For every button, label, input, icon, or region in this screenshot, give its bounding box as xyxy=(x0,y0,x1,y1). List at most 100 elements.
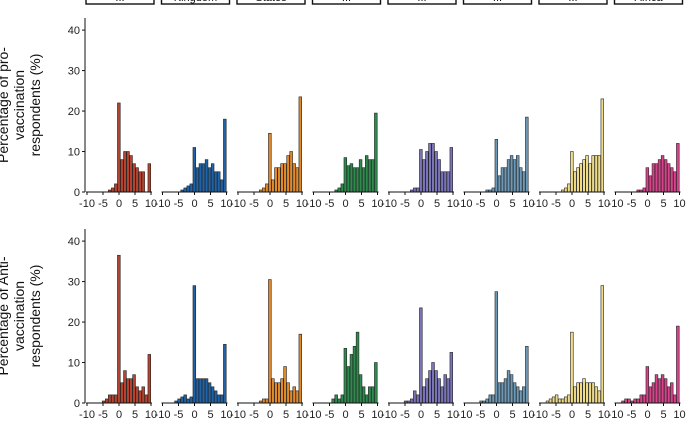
x-tick-label: 10 xyxy=(673,198,685,210)
histogram-bar xyxy=(262,187,266,193)
histogram-bar xyxy=(648,386,653,404)
histogram-bar xyxy=(660,374,665,404)
histogram-bar xyxy=(346,165,351,193)
histogram-bar xyxy=(138,171,142,193)
histogram-bar xyxy=(183,394,187,404)
x-tick-label: 10 xyxy=(296,198,308,210)
facet-panel: -10 -5 0 5 10 xyxy=(532,98,610,210)
histogram-bar xyxy=(204,378,209,404)
histogram-bar xyxy=(660,155,665,193)
histogram-bar xyxy=(500,382,505,404)
x-tick-label: 0 xyxy=(493,198,499,210)
histogram-bar xyxy=(111,187,115,193)
histogram-bar xyxy=(132,374,136,404)
histogram-bar xyxy=(295,167,299,193)
x-tick-label: -5 xyxy=(627,409,637,421)
histogram-bar xyxy=(591,382,595,404)
histogram-bar xyxy=(186,185,190,193)
facet-strip: ... xyxy=(538,0,608,5)
histogram-bar xyxy=(265,183,269,193)
facet-strip: ... xyxy=(387,0,457,5)
facet-panel: -10 -5 0 5 10 xyxy=(79,254,157,421)
histogram-bar xyxy=(570,331,574,404)
facet-strip-label: Africa xyxy=(634,0,663,4)
histogram-bar xyxy=(120,382,124,404)
histogram-bar xyxy=(198,378,203,404)
histogram-bar xyxy=(114,394,118,404)
x-tick-label: 10 xyxy=(522,409,534,421)
histogram-bar xyxy=(585,382,589,404)
histogram-bar xyxy=(371,386,375,404)
histogram-bar xyxy=(548,398,553,404)
histogram-bar xyxy=(283,163,287,193)
histogram-bar xyxy=(365,394,369,404)
x-tick-label: -10 xyxy=(306,409,322,421)
histogram-bar xyxy=(358,159,363,193)
histogram-bar xyxy=(214,390,218,404)
histogram-bar xyxy=(286,155,290,193)
x-tick-label: 0 xyxy=(191,198,197,210)
histogram-bar xyxy=(280,163,284,193)
histogram-bar xyxy=(431,362,435,404)
histogram-bar xyxy=(108,394,112,404)
x-tick-label: -5 xyxy=(476,409,486,421)
histogram-bar xyxy=(126,151,130,193)
facet-strip-box xyxy=(387,0,457,5)
facet-panel: -10 -5 0 5 10 xyxy=(155,118,233,210)
x-tick-label: 5 xyxy=(207,198,213,210)
histogram-bar xyxy=(434,151,438,193)
facet-strip-label: ... xyxy=(493,0,502,4)
facet-strip-box xyxy=(613,0,684,5)
histogram-bar xyxy=(449,147,454,193)
histogram-bar xyxy=(343,348,348,404)
facet-panel: -10 -5 0 5 10 xyxy=(79,102,157,210)
histogram-bar xyxy=(512,159,517,193)
histogram-bar xyxy=(207,167,212,193)
histogram-bar xyxy=(371,159,375,193)
histogram-bar xyxy=(594,155,598,193)
histogram-bar xyxy=(519,390,523,404)
histogram-bar xyxy=(346,366,351,404)
histogram-bar xyxy=(289,151,293,193)
histogram-bar xyxy=(654,374,659,404)
x-tick-label: 10 xyxy=(220,198,232,210)
histogram-bar xyxy=(497,175,502,193)
histogram-bar xyxy=(413,187,417,193)
x-tick-label: 5 xyxy=(660,409,666,421)
histogram-bar xyxy=(522,171,526,193)
histogram-bar xyxy=(349,163,354,193)
histogram-bar xyxy=(416,187,420,193)
histogram-bar xyxy=(440,386,444,404)
facet-panel: -10 -5 0 5 10 xyxy=(608,325,686,421)
x-tick-label: -10 xyxy=(608,198,624,210)
x-tick-label: -10 xyxy=(532,198,548,210)
histogram-bar xyxy=(374,362,378,404)
facet-panel: -10 -5 0 5 10 xyxy=(381,307,459,421)
histogram-bar xyxy=(519,167,523,193)
histogram-bar xyxy=(663,378,668,404)
histogram-bar xyxy=(135,167,139,193)
histogram-bar xyxy=(144,394,148,404)
histogram-bar xyxy=(561,398,565,404)
histogram-bar xyxy=(627,398,631,404)
x-tick-label: 0 xyxy=(342,198,348,210)
histogram-bar xyxy=(516,386,520,404)
histogram-bar xyxy=(657,378,662,404)
histogram-bar xyxy=(588,163,592,193)
histogram-bar xyxy=(210,386,215,404)
histogram-bar xyxy=(676,143,680,193)
histogram-bar xyxy=(670,167,674,193)
histogram-bar xyxy=(413,390,417,404)
histogram-bar xyxy=(183,187,187,193)
facet-strip: Africa xyxy=(613,0,684,5)
x-tick-label: 0 xyxy=(267,198,273,210)
histogram-bar xyxy=(516,155,520,193)
histogram-bar xyxy=(361,386,366,404)
y-axis-label-line: Percentage of pro- xyxy=(0,47,11,163)
facet-strip-label: ... xyxy=(417,0,426,4)
histogram-bar xyxy=(117,102,121,193)
facet-panel: -10 -5 0 5 10 xyxy=(155,285,233,421)
histogram-bar xyxy=(141,386,145,404)
histogram-bar xyxy=(582,159,586,193)
histogram-bar xyxy=(494,291,499,404)
